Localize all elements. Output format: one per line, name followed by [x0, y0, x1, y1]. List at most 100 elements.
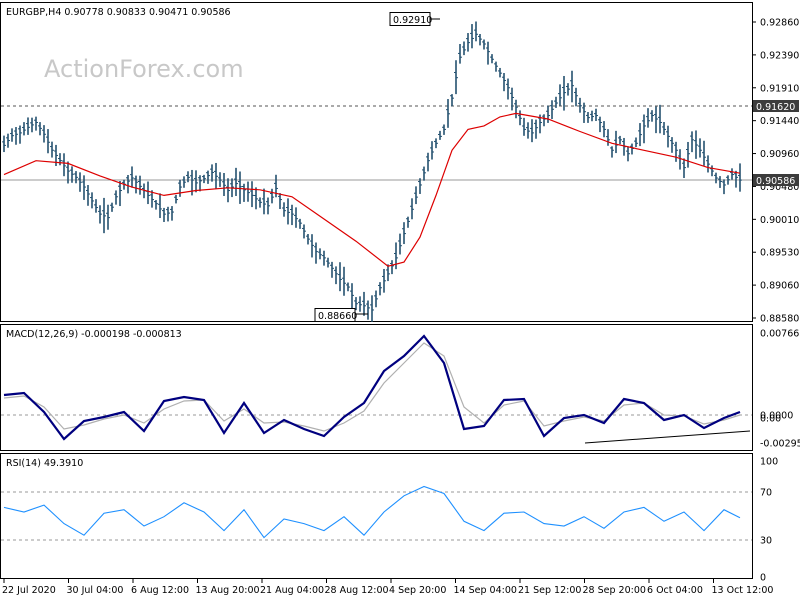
rsi-tick-label: 100 — [760, 457, 778, 468]
price-bar — [610, 146, 614, 158]
price-bar — [714, 172, 718, 184]
price-bar — [226, 178, 230, 203]
macd-tick-label: 0.007663 — [760, 329, 800, 340]
price-bar — [314, 242, 318, 264]
price-bar — [14, 127, 18, 145]
price-bar — [234, 167, 238, 196]
price-bar — [454, 60, 458, 95]
price-bar — [42, 125, 46, 143]
price-bar — [494, 61, 498, 72]
price-bar — [694, 130, 698, 159]
price-bar — [2, 135, 6, 153]
price-bar — [510, 87, 514, 111]
price-bar — [290, 204, 294, 226]
price-bar — [86, 185, 90, 206]
price-bar — [586, 112, 590, 123]
price-bar — [606, 129, 610, 146]
y-tick-label: 0.92860 — [760, 18, 799, 29]
price-bar — [34, 116, 38, 131]
price-bar — [306, 234, 310, 245]
price-bar — [6, 133, 10, 148]
price-bar — [218, 172, 222, 187]
price-bar — [410, 198, 414, 220]
y-tick-label: 0.90010 — [760, 215, 799, 226]
price-bar — [162, 207, 166, 222]
price-bar — [194, 170, 198, 193]
price-bar — [686, 141, 690, 168]
price-bar — [310, 234, 314, 258]
price-bar — [354, 297, 358, 311]
price-bar — [110, 202, 114, 212]
price-bar — [442, 124, 446, 135]
price-bar — [674, 141, 678, 162]
price-bar — [422, 166, 426, 181]
price-bar — [502, 73, 506, 92]
price-bar — [258, 197, 262, 208]
price-bar — [582, 102, 586, 123]
price-bar — [534, 119, 538, 139]
price-bar — [158, 193, 162, 219]
price-bar — [414, 186, 418, 205]
price-bar — [670, 137, 674, 153]
price-bar — [134, 175, 138, 194]
price-bar — [390, 260, 394, 275]
price-bar — [446, 99, 450, 128]
price-bar — [126, 174, 130, 194]
price-bar — [326, 257, 330, 268]
price-bar — [182, 176, 186, 188]
macd-line — [3, 334, 741, 441]
price-bar — [426, 152, 430, 172]
rsi-tick-label: 70 — [760, 488, 772, 499]
price-bar — [598, 116, 602, 133]
price-bar — [322, 250, 326, 266]
price-bar — [90, 192, 94, 209]
price-bar — [318, 248, 322, 260]
price-bar — [666, 125, 670, 148]
price-bar — [174, 194, 178, 204]
price-bar — [262, 188, 266, 215]
price-bar — [266, 197, 270, 215]
resistance-label-box — [753, 100, 799, 112]
x-tick-label: 6 Aug 12:00 — [131, 585, 189, 596]
price-bar — [530, 119, 534, 143]
price-bar — [706, 155, 710, 173]
price-bar — [338, 262, 342, 292]
price-bar — [270, 188, 274, 204]
price-bar — [10, 128, 14, 142]
x-tick-label: 30 Jul 04:00 — [67, 585, 124, 596]
price-bar — [294, 207, 298, 228]
x-tick-label: 6 Oct 04:00 — [647, 585, 703, 596]
price-bar — [38, 122, 42, 136]
price-bar — [682, 158, 686, 179]
x-tick-label: 13 Oct 12:00 — [712, 585, 774, 596]
price-bar — [638, 123, 642, 147]
price-bar — [590, 110, 594, 122]
price-bar — [138, 175, 142, 195]
current-label: 0.90586 — [756, 176, 795, 187]
price-bar — [30, 117, 34, 133]
price-bar — [130, 166, 134, 188]
price-bar — [118, 180, 122, 207]
price-bar — [434, 138, 438, 149]
price-bar — [198, 175, 202, 192]
price-bar — [370, 295, 374, 322]
price-bar — [302, 224, 306, 239]
price-bar — [342, 266, 346, 296]
price-bar — [282, 202, 286, 217]
price-bar — [554, 96, 558, 108]
price-bar — [106, 204, 110, 230]
price-bar — [458, 44, 462, 64]
macd-tick-label: 0.00 — [760, 414, 781, 425]
y-tick-label: 0.89060 — [760, 281, 799, 292]
macd-info-label: MACD(12,26,9) -0.000198 -0.000813 — [6, 329, 182, 340]
price-bar — [170, 206, 174, 221]
y-tick-label: 0.91440 — [760, 116, 799, 127]
price-bar — [698, 138, 702, 158]
macd-layer — [3, 334, 741, 441]
price-bar — [718, 176, 722, 188]
watermark-text: ActionForex.com — [44, 55, 244, 83]
macd-tick-label: 0.0000 — [760, 411, 793, 422]
price-bar — [566, 83, 570, 96]
price-bar — [26, 117, 30, 135]
